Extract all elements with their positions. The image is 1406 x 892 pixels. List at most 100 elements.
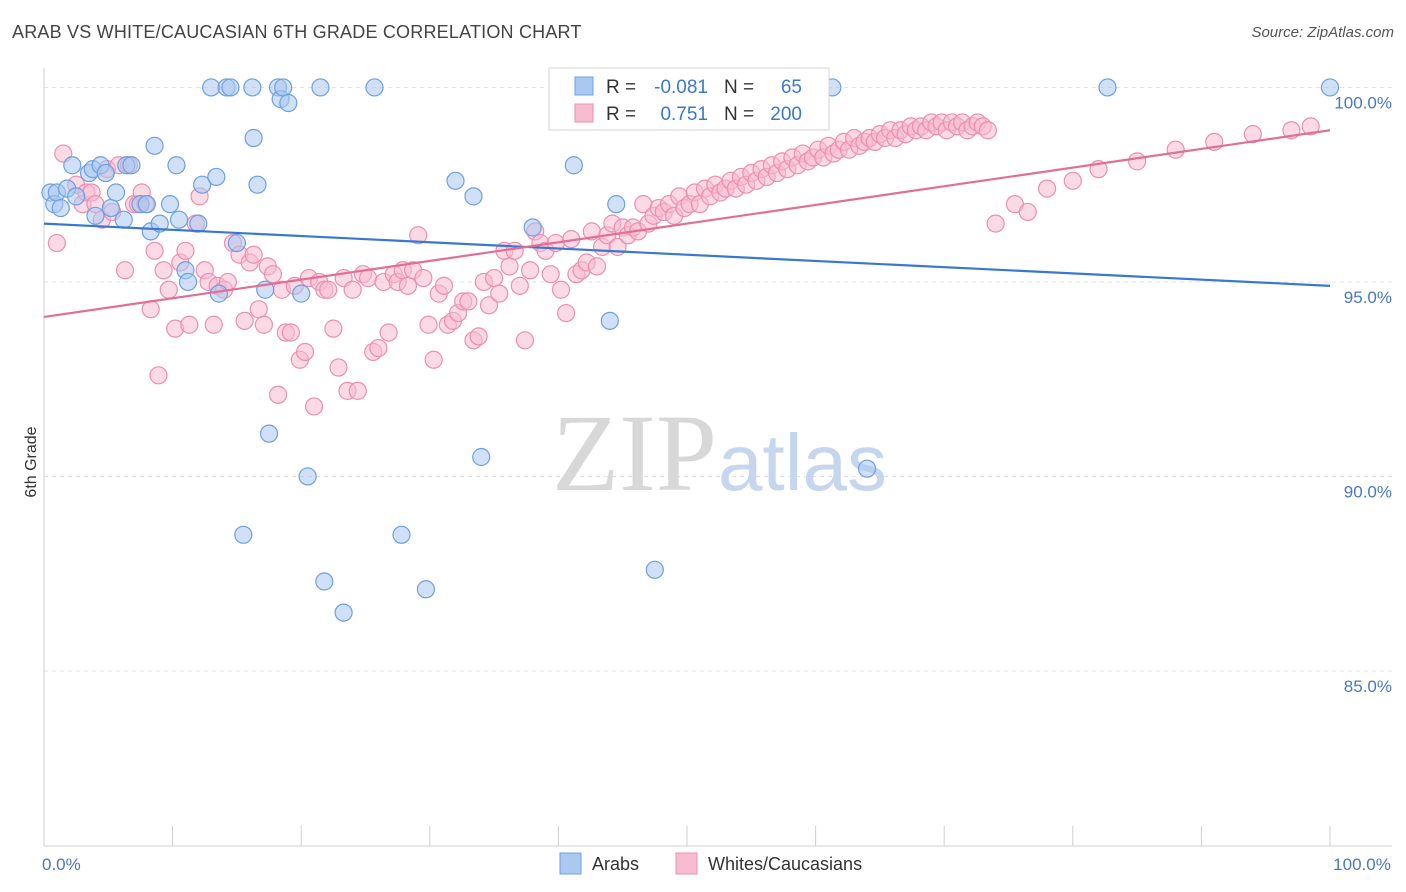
white-point bbox=[434, 276, 454, 295]
arab-point bbox=[365, 78, 384, 97]
arab-point bbox=[857, 459, 877, 478]
whites-points bbox=[47, 113, 1320, 416]
arab-point bbox=[564, 156, 583, 175]
y-tick-label: 90.0% bbox=[1344, 482, 1392, 501]
gridlines bbox=[44, 86, 1392, 672]
arab-point bbox=[137, 195, 156, 214]
white-point bbox=[424, 350, 443, 369]
whites-trendline bbox=[43, 129, 1331, 319]
trendlines bbox=[43, 129, 1331, 319]
white-point bbox=[254, 315, 274, 334]
bottom-legend-label-arabs: Arabs bbox=[592, 854, 639, 874]
arab-point bbox=[63, 156, 82, 175]
arab-point bbox=[311, 78, 330, 97]
white-point bbox=[329, 358, 348, 377]
arabs-points bbox=[41, 78, 1340, 622]
arab-point bbox=[193, 175, 212, 194]
white-point bbox=[1301, 117, 1320, 136]
white-point bbox=[510, 276, 529, 295]
x-tick-labels: 0.0% 100.0% bbox=[42, 855, 1391, 874]
legend: R = -0.081 N = 65 R = 0.751 N = 200 bbox=[548, 67, 830, 131]
arab-point bbox=[169, 210, 189, 229]
white-point bbox=[154, 261, 173, 280]
watermark-atlas: atlas bbox=[718, 418, 887, 507]
white-point bbox=[515, 331, 535, 350]
y-tick-label: 95.0% bbox=[1344, 288, 1392, 307]
arabs-trendline bbox=[43, 222, 1331, 287]
white-point bbox=[159, 280, 178, 299]
white-point bbox=[304, 397, 324, 416]
arab-point bbox=[464, 187, 483, 206]
white-point bbox=[409, 226, 428, 245]
legend-r-value-arabs: -0.081 bbox=[654, 77, 708, 98]
bottom-legend: Arabs Whites/Caucasians bbox=[559, 852, 862, 875]
white-point bbox=[204, 315, 223, 334]
bottom-legend-swatch-arabs bbox=[559, 852, 582, 875]
arab-point bbox=[279, 93, 298, 113]
white-point bbox=[398, 276, 418, 295]
white-point bbox=[459, 292, 478, 311]
arab-point bbox=[234, 525, 253, 544]
watermark-zip: ZIP bbox=[552, 392, 717, 514]
x-tick-label: 0.0% bbox=[42, 855, 81, 874]
white-point bbox=[319, 280, 338, 299]
y-axis-label: 6th Grade bbox=[23, 426, 40, 497]
legend-swatch-whites bbox=[574, 103, 594, 123]
arab-point bbox=[167, 156, 186, 175]
white-point bbox=[180, 315, 199, 334]
source-label: Source: ZipAtlas.com bbox=[1251, 24, 1394, 41]
white-point bbox=[149, 366, 168, 385]
white-point bbox=[249, 300, 268, 319]
arab-point bbox=[160, 195, 180, 214]
legend-r-label-arabs: R = bbox=[606, 77, 636, 98]
arab-point bbox=[227, 233, 246, 253]
white-point bbox=[235, 311, 254, 330]
arab-point bbox=[523, 218, 542, 237]
arab-point bbox=[243, 78, 262, 97]
white-point bbox=[295, 342, 315, 362]
white-point bbox=[479, 296, 499, 315]
arab-point bbox=[150, 214, 169, 233]
arab-point bbox=[145, 136, 164, 155]
legend-n-label-arabs: N = bbox=[724, 77, 754, 98]
arab-point bbox=[392, 525, 411, 544]
white-point bbox=[500, 257, 519, 276]
arab-point bbox=[472, 447, 491, 467]
arab-point bbox=[207, 167, 226, 187]
arab-point bbox=[416, 580, 436, 599]
white-point bbox=[551, 280, 571, 299]
white-point bbox=[268, 385, 288, 404]
white-point bbox=[541, 265, 560, 284]
white-point bbox=[986, 214, 1005, 233]
arab-point bbox=[178, 272, 198, 292]
white-point bbox=[145, 241, 164, 260]
arab-point bbox=[106, 183, 126, 202]
arab-point bbox=[122, 156, 141, 175]
arab-point bbox=[274, 78, 293, 97]
white-point bbox=[505, 241, 524, 260]
arab-point bbox=[298, 467, 317, 486]
white-point bbox=[490, 284, 509, 303]
x-ticks bbox=[43, 826, 1331, 846]
white-point bbox=[281, 323, 301, 342]
arab-point bbox=[244, 128, 263, 148]
white-point bbox=[324, 319, 343, 338]
white-point bbox=[47, 233, 66, 253]
white-point bbox=[469, 327, 488, 346]
x-tick-label: 100.0% bbox=[1333, 855, 1391, 874]
arab-point bbox=[1098, 78, 1117, 97]
white-point bbox=[369, 338, 388, 358]
white-point bbox=[379, 323, 398, 342]
legend-r-label-whites: R = bbox=[606, 104, 636, 125]
legend-n-label-whites: N = bbox=[724, 104, 754, 125]
arab-point bbox=[209, 284, 228, 303]
arab-point bbox=[51, 198, 70, 218]
arab-point bbox=[259, 424, 279, 443]
white-point bbox=[485, 268, 504, 288]
white-point bbox=[587, 257, 607, 276]
legend-n-value-whites: 200 bbox=[770, 104, 802, 125]
arab-point bbox=[248, 175, 267, 194]
white-point bbox=[263, 265, 283, 284]
arab-point bbox=[221, 78, 240, 97]
